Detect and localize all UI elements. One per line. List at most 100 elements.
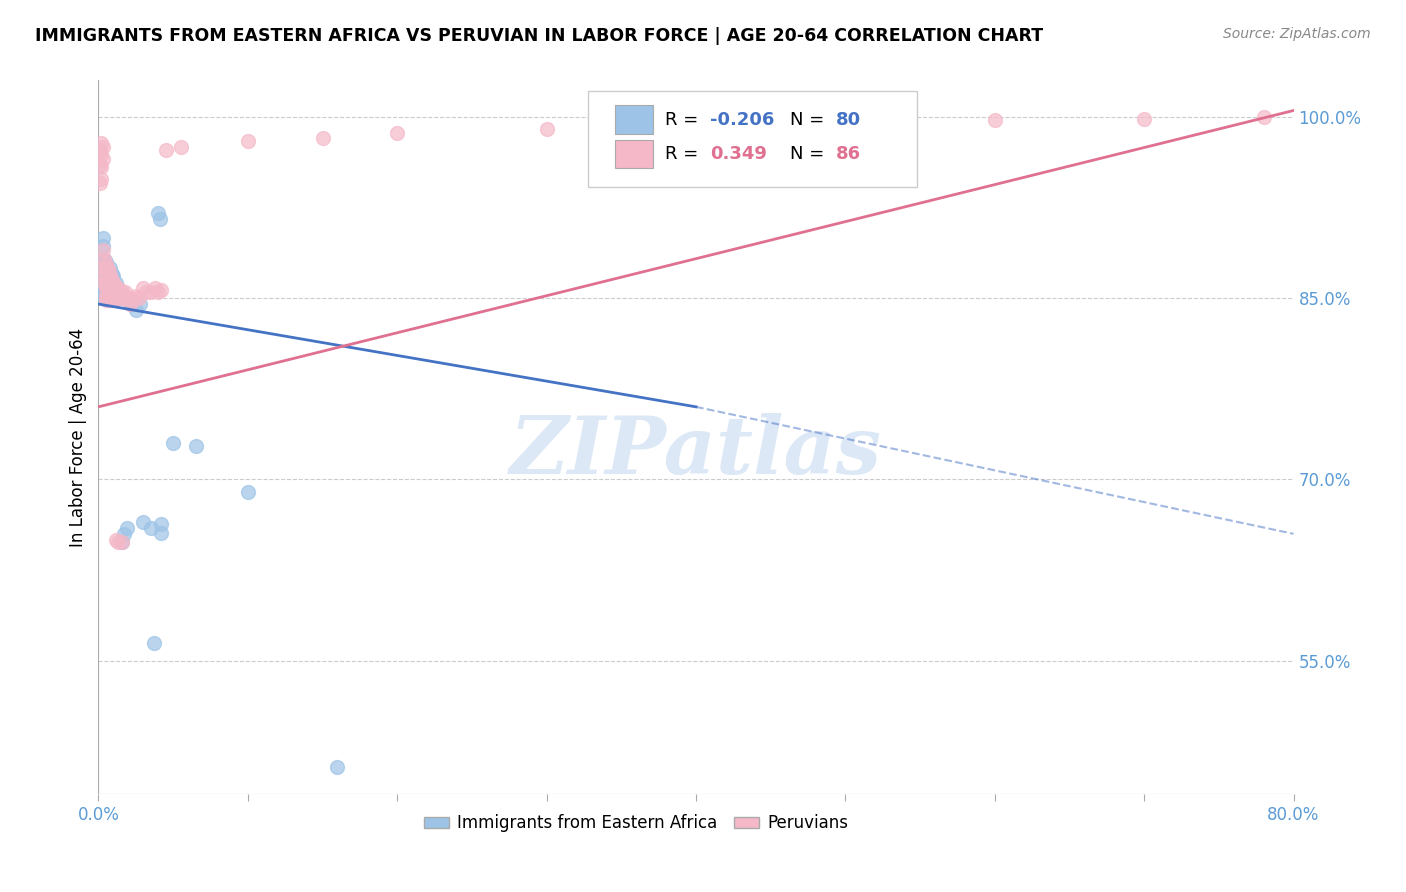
Point — [112, 288, 135, 302]
Point — [94, 281, 117, 295]
Point — [94, 257, 117, 271]
Point — [105, 277, 128, 291]
Point — [89, 158, 111, 172]
Point — [96, 260, 118, 275]
Point — [685, 118, 707, 132]
Point — [98, 285, 122, 299]
Point — [93, 252, 115, 267]
Point — [94, 288, 117, 302]
Point — [94, 264, 117, 278]
Point — [110, 291, 132, 305]
Point — [111, 285, 134, 299]
Point — [94, 293, 117, 308]
Point — [536, 121, 558, 136]
Y-axis label: In Labor Force | Age 20-64: In Labor Force | Age 20-64 — [69, 327, 87, 547]
Point — [90, 285, 112, 299]
Point — [1133, 112, 1156, 126]
Bar — [614, 105, 652, 134]
Point — [91, 239, 114, 253]
Point — [108, 285, 131, 299]
Point — [90, 264, 112, 278]
Point — [105, 281, 128, 295]
Text: 86: 86 — [835, 145, 860, 162]
Point — [236, 484, 259, 499]
Text: 80: 80 — [835, 111, 860, 128]
Point — [96, 279, 118, 293]
Point — [326, 760, 349, 774]
Point — [91, 257, 114, 271]
Point — [98, 269, 122, 284]
Point — [114, 291, 136, 305]
Point — [91, 152, 114, 166]
Point — [385, 127, 409, 141]
Text: -0.206: -0.206 — [710, 111, 775, 128]
Point — [91, 140, 114, 154]
Point — [101, 273, 124, 287]
Point — [90, 281, 112, 295]
Point — [91, 288, 114, 302]
Point — [149, 212, 172, 227]
Point — [97, 271, 120, 285]
Point — [96, 291, 118, 305]
Point — [150, 525, 173, 540]
Point — [236, 134, 259, 148]
Point — [98, 277, 122, 291]
Point — [115, 291, 138, 305]
Point — [94, 277, 117, 291]
Point — [984, 113, 1007, 128]
Text: ZIPatlas: ZIPatlas — [510, 413, 882, 490]
Point — [97, 293, 120, 308]
Point — [120, 291, 142, 305]
Point — [101, 291, 124, 305]
Point — [93, 260, 115, 275]
Point — [98, 281, 122, 295]
Point — [104, 285, 127, 299]
Point — [89, 267, 111, 281]
Point — [96, 285, 118, 299]
Point — [98, 277, 122, 291]
Text: N =: N = — [790, 145, 831, 162]
Point — [120, 297, 142, 311]
Point — [97, 279, 120, 293]
Point — [101, 273, 124, 287]
Point — [96, 277, 118, 291]
Point — [90, 148, 112, 162]
Point — [91, 269, 114, 284]
Point — [107, 281, 129, 295]
Point — [96, 269, 118, 284]
Point — [93, 252, 115, 267]
Point — [107, 288, 129, 302]
Point — [94, 273, 117, 287]
Point — [104, 285, 127, 299]
FancyBboxPatch shape — [589, 91, 917, 187]
Point — [101, 281, 124, 295]
Point — [90, 136, 112, 151]
Point — [184, 438, 207, 452]
Point — [103, 269, 125, 284]
Point — [121, 293, 143, 308]
Point — [96, 273, 118, 287]
Point — [98, 293, 122, 308]
Point — [125, 303, 148, 318]
Text: R =: R = — [665, 111, 704, 128]
Point — [169, 140, 191, 154]
Point — [89, 176, 111, 190]
Point — [107, 281, 129, 295]
Point — [834, 115, 856, 129]
Point — [129, 297, 152, 311]
Point — [93, 285, 115, 299]
Point — [91, 281, 114, 295]
Point — [115, 521, 138, 535]
Point — [93, 273, 115, 287]
Point — [112, 526, 135, 541]
Point — [143, 281, 166, 295]
Point — [162, 436, 184, 450]
Legend: Immigrants from Eastern Africa, Peruvians: Immigrants from Eastern Africa, Peruvian… — [418, 808, 855, 839]
Point — [91, 264, 114, 278]
Point — [104, 293, 127, 308]
Point — [150, 283, 173, 297]
Point — [89, 269, 111, 284]
Point — [96, 291, 118, 305]
Text: 0.349: 0.349 — [710, 145, 768, 162]
Point — [103, 281, 125, 295]
